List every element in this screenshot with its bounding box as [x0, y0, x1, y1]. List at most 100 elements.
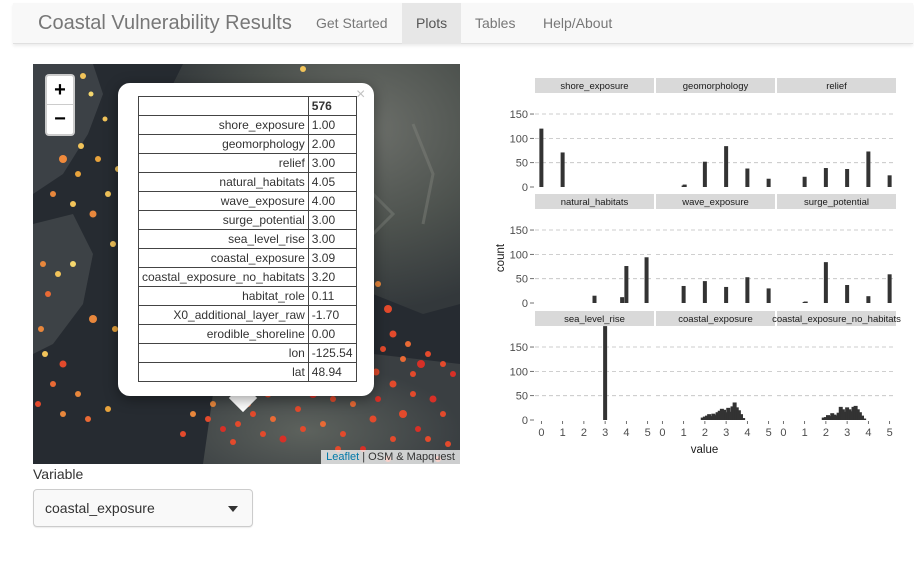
map-point-marker[interactable] — [110, 241, 116, 247]
histogram-bar — [838, 406, 843, 420]
map-point-marker[interactable] — [50, 381, 56, 387]
facet-label: geomorphology — [683, 81, 749, 92]
map-point-marker[interactable] — [105, 191, 111, 197]
histogram-bar — [722, 409, 726, 420]
map-point-marker[interactable] — [417, 360, 425, 368]
map-point-marker[interactable] — [89, 315, 97, 323]
x-tick-label: 3 — [844, 427, 850, 439]
map-point-marker[interactable] — [340, 431, 346, 437]
popup-attribute-value: 48.94 — [307, 362, 357, 382]
map-point-marker[interactable] — [440, 411, 446, 417]
map-point-marker[interactable] — [59, 360, 67, 368]
histogram-bar — [855, 409, 860, 420]
map-point-marker[interactable] — [70, 201, 76, 207]
map-point-marker[interactable] — [42, 351, 48, 357]
map-point-marker[interactable] — [180, 431, 186, 437]
map-point-marker[interactable] — [80, 73, 86, 79]
map-point-marker[interactable] — [270, 416, 276, 422]
map-point-marker[interactable] — [70, 261, 76, 267]
map-point-marker[interactable] — [399, 410, 407, 418]
map-point-marker[interactable] — [279, 435, 287, 443]
map-point-marker[interactable] — [330, 396, 336, 402]
map-point-marker[interactable] — [369, 415, 377, 423]
map-point-marker[interactable] — [450, 371, 456, 377]
map-point-marker[interactable] — [350, 401, 356, 407]
zoom-out-button[interactable]: − — [54, 108, 66, 130]
tab-plots[interactable]: Plots — [402, 3, 462, 44]
map-point-marker[interactable] — [429, 395, 437, 403]
variable-select[interactable]: coastal_exposure — [33, 489, 253, 527]
app-title[interactable]: Coastal Vulnerability Results — [38, 12, 292, 34]
map-point-marker[interactable] — [230, 439, 236, 445]
histogram-bar — [539, 128, 544, 187]
x-tick-label: 0 — [780, 427, 786, 439]
map-point-marker[interactable] — [50, 191, 56, 197]
map-point-marker[interactable] — [75, 171, 81, 177]
map-point-marker[interactable] — [112, 326, 118, 332]
map-point-marker[interactable] — [250, 411, 256, 417]
map-point-marker[interactable] — [440, 361, 446, 367]
histogram-bar — [851, 406, 856, 420]
map-point-marker[interactable] — [375, 396, 381, 402]
facet-label: coastal_exposure — [678, 314, 752, 325]
x-tick-label: 5 — [887, 427, 893, 439]
popup-attribute-value: -1.70 — [307, 305, 357, 325]
map-point-marker[interactable] — [445, 441, 451, 447]
facet-strip — [535, 78, 654, 93]
map-point-marker[interactable] — [190, 411, 196, 417]
map-point-marker[interactable] — [389, 380, 397, 388]
map-point-marker[interactable] — [320, 421, 326, 427]
map-point-marker[interactable] — [45, 291, 51, 297]
y-tick-label: 150 — [510, 109, 528, 121]
map-point-marker[interactable] — [260, 431, 266, 437]
map-point-marker[interactable] — [405, 341, 411, 347]
map-point-marker[interactable] — [78, 143, 84, 149]
map-point-marker[interactable] — [220, 426, 226, 432]
map-point-marker[interactable] — [75, 391, 81, 397]
map-point-marker[interactable] — [38, 326, 44, 332]
map-point-marker[interactable] — [295, 406, 301, 412]
y-axis-title: count — [495, 243, 507, 272]
map-point-marker[interactable] — [300, 426, 306, 432]
map-point-marker[interactable] — [410, 391, 416, 397]
map-point-marker[interactable] — [425, 436, 431, 442]
map-point-marker[interactable] — [410, 371, 416, 377]
map-point-marker[interactable] — [425, 351, 431, 357]
tab-tables[interactable]: Tables — [475, 15, 516, 31]
histogram-bar — [849, 411, 854, 420]
popup-close-button[interactable]: × — [356, 86, 366, 103]
map-point-marker[interactable] — [89, 210, 97, 218]
map-point-marker[interactable] — [105, 406, 111, 412]
map-point-marker[interactable] — [384, 305, 392, 313]
histogram-bar — [766, 288, 771, 303]
histogram-bar — [620, 297, 625, 303]
map-point-marker[interactable] — [210, 401, 216, 407]
map-point-marker[interactable] — [102, 116, 108, 122]
map-point-marker[interactable] — [235, 421, 241, 427]
map-point-marker[interactable] — [380, 346, 386, 352]
leaflet-link[interactable]: Leaflet — [326, 451, 360, 463]
table-row: natural_habitats 4.05 — [138, 172, 357, 192]
map-point-marker[interactable] — [88, 91, 94, 97]
map-point-marker[interactable] — [400, 356, 406, 362]
map-point-marker[interactable] — [389, 330, 397, 338]
zoom-in-button[interactable]: + — [47, 76, 73, 105]
map-point-marker[interactable] — [375, 281, 381, 287]
tab-help-about[interactable]: Help/About — [543, 15, 613, 31]
map-point-marker[interactable] — [55, 271, 61, 277]
map-point-marker[interactable] — [205, 416, 211, 422]
popup-attribute-name: shore_exposure — [138, 115, 309, 135]
map-point-marker[interactable] — [60, 411, 66, 417]
map-point-marker[interactable] — [390, 436, 396, 442]
map-point-marker[interactable] — [372, 368, 380, 376]
map-point-marker[interactable] — [40, 261, 46, 267]
map-point-marker[interactable] — [300, 66, 306, 72]
map-point-marker[interactable] — [415, 426, 421, 432]
map-point-marker[interactable] — [85, 416, 91, 422]
map-point-marker[interactable] — [95, 156, 101, 162]
facet-strip — [535, 194, 654, 209]
map-point-marker[interactable] — [35, 401, 41, 407]
map-point-marker[interactable] — [59, 155, 67, 163]
tab-get-started[interactable]: Get Started — [316, 15, 388, 31]
y-tick-label: 100 — [510, 366, 528, 378]
